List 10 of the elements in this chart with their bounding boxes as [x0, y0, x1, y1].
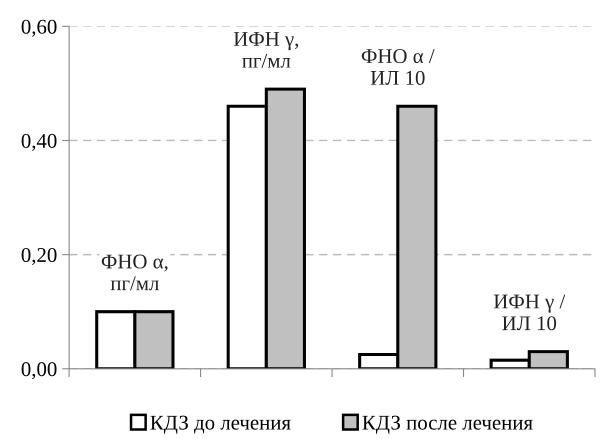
y-tick-label: 0,20 — [22, 248, 57, 266]
x-tick-label: ИФН γ / ИЛ 10 — [494, 294, 566, 330]
y-tick-label: 0,00 — [22, 362, 57, 380]
y-tick-label: 0,40 — [22, 134, 57, 151]
x-tick-label: ИФН γ, пг/мл — [234, 32, 298, 68]
x-tick-label: ФНО α, пг/мл — [102, 254, 168, 290]
legend-label: КДЗ до лечения — [150, 416, 291, 434]
y-tick-label: 0,60 — [22, 20, 57, 37]
x-tick-label: ФНО α / ИЛ 10 — [362, 49, 435, 85]
legend-label: КДЗ после лечения — [362, 416, 533, 434]
